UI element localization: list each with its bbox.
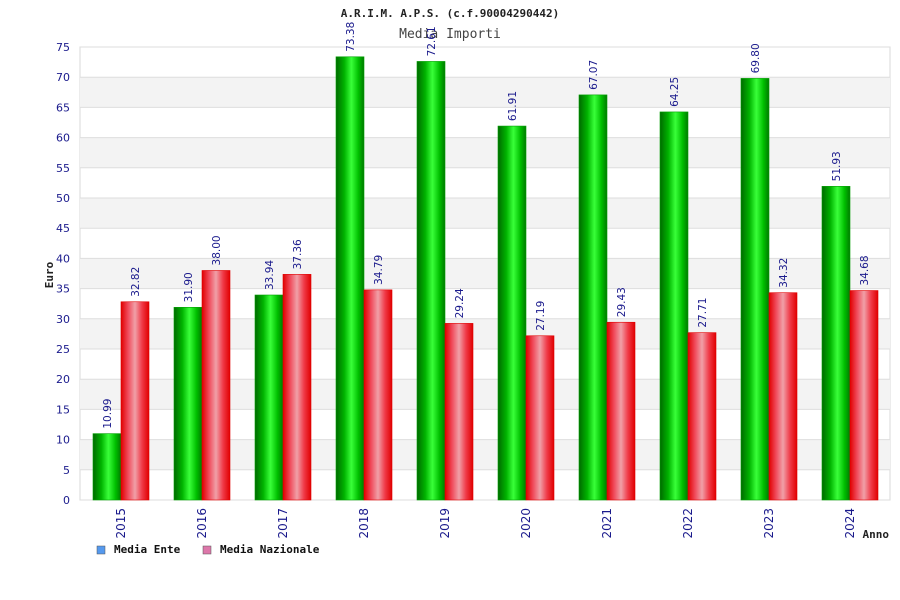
x-tick-label-2017: 2017 xyxy=(276,508,290,539)
value-label-media-nazionale-2020: 27.19 xyxy=(535,301,547,331)
bar-media-nazionale-2021 xyxy=(606,321,636,501)
y-tick-label: 70 xyxy=(56,71,70,84)
y-tick-label: 45 xyxy=(56,222,70,235)
y-tick-label: 65 xyxy=(56,101,70,114)
value-label-media-ente-2021: 67.07 xyxy=(588,60,600,90)
x-tick-label-2020: 2020 xyxy=(519,508,533,539)
y-tick-label: 60 xyxy=(56,132,70,145)
value-labels: 10.99 32.82 31.90 38.00 33.94 37.36 73.38 34.79… xyxy=(102,22,871,429)
y-tick-label: 75 xyxy=(56,41,70,54)
value-label-media-nazionale-2018: 34.79 xyxy=(373,255,385,285)
bar-media-nazionale-2022 xyxy=(687,332,717,501)
bar-media-ente-2016 xyxy=(173,307,203,501)
bar-media-nazionale-2018 xyxy=(363,289,393,501)
y-tick-label: 30 xyxy=(56,313,70,326)
legend-label-media-ente: Media Ente xyxy=(114,543,181,556)
bar-media-ente-2017 xyxy=(254,294,284,501)
chart-subtitle: Media Importi xyxy=(399,27,501,42)
bar-media-nazionale-2019 xyxy=(444,323,474,501)
value-label-media-nazionale-2015: 32.82 xyxy=(130,267,142,297)
value-label-media-ente-2022: 64.25 xyxy=(669,77,681,107)
value-label-media-nazionale-2024: 34.68 xyxy=(859,255,871,285)
bar-media-nazionale-2017 xyxy=(282,274,312,501)
y-tick-label: 35 xyxy=(56,283,70,296)
x-tick-label-2018: 2018 xyxy=(357,508,371,539)
bar-media-ente-2023 xyxy=(740,78,770,501)
x-axis-label: Anno xyxy=(863,528,890,541)
value-label-media-nazionale-2019: 29.24 xyxy=(454,288,466,318)
value-label-media-ente-2017: 33.94 xyxy=(264,260,276,290)
value-label-media-ente-2019: 72.61 xyxy=(426,26,438,56)
bar-media-ente-2024 xyxy=(821,186,851,501)
bar-media-nazionale-2015 xyxy=(120,301,150,501)
x-tick-label-2022: 2022 xyxy=(681,508,695,539)
y-tick-label: 15 xyxy=(56,403,70,416)
bar-media-ente-2019 xyxy=(416,61,446,501)
bar-media-ente-2015 xyxy=(92,433,122,501)
y-axis-label: Euro xyxy=(43,261,56,288)
y-tick-label: 55 xyxy=(56,162,70,175)
bar-media-nazionale-2023 xyxy=(768,292,798,501)
bar-media-nazionale-2024 xyxy=(849,290,879,501)
value-label-media-nazionale-2023: 34.32 xyxy=(778,258,790,288)
chart-title: A.R.I.M. A.P.S. (c.f.90004290442) xyxy=(341,7,560,20)
y-tick-label: 50 xyxy=(56,192,70,205)
bar-media-ente-2018 xyxy=(335,56,365,501)
x-tick-label-2023: 2023 xyxy=(762,508,776,539)
x-tick-label-2019: 2019 xyxy=(438,508,452,539)
y-tick-label: 40 xyxy=(56,252,70,265)
value-label-media-ente-2024: 51.93 xyxy=(831,151,843,181)
x-axis-ticks: 2015 2016 2017 2018 2019 2020 2021 2022 2023 2024 xyxy=(114,508,857,539)
value-label-media-ente-2018: 73.38 xyxy=(345,22,357,52)
value-label-media-ente-2015: 10.99 xyxy=(102,399,114,429)
x-tick-label-2021: 2021 xyxy=(600,508,614,539)
y-tick-label: 25 xyxy=(56,343,70,356)
legend-label-media-nazionale: Media Nazionale xyxy=(220,543,320,556)
value-label-media-ente-2020: 61.91 xyxy=(507,91,519,121)
legend-swatch-media-ente xyxy=(96,545,106,555)
x-tick-label-2015: 2015 xyxy=(114,508,128,539)
bar-media-ente-2022 xyxy=(659,111,689,501)
value-label-media-nazionale-2021: 29.43 xyxy=(616,287,628,317)
bars xyxy=(92,56,879,501)
value-label-media-nazionale-2022: 27.71 xyxy=(697,298,709,328)
x-tick-label-2016: 2016 xyxy=(195,508,209,539)
x-tick-label-2024: 2024 xyxy=(843,508,857,539)
y-tick-label: 0 xyxy=(63,494,70,507)
bar-media-nazionale-2016 xyxy=(201,270,231,501)
value-label-media-nazionale-2016: 38.00 xyxy=(211,235,223,265)
y-axis-ticks: 0 5 10 15 20 25 30 35 40 45 50 55 60 65 70 75 xyxy=(56,41,70,507)
bar-media-nazionale-2020 xyxy=(525,335,555,501)
value-label-media-ente-2023: 69.80 xyxy=(750,43,762,73)
bar-media-ente-2020 xyxy=(497,125,527,501)
y-tick-label: 10 xyxy=(56,434,70,447)
y-tick-label: 20 xyxy=(56,373,70,386)
y-tick-label: 5 xyxy=(63,464,70,477)
legend: Media Ente Media Nazionale xyxy=(96,543,320,556)
value-label-media-nazionale-2017: 37.36 xyxy=(292,239,304,269)
bar-media-ente-2021 xyxy=(578,94,608,501)
legend-swatch-media-nazionale xyxy=(202,545,212,555)
value-label-media-ente-2016: 31.90 xyxy=(183,272,195,302)
